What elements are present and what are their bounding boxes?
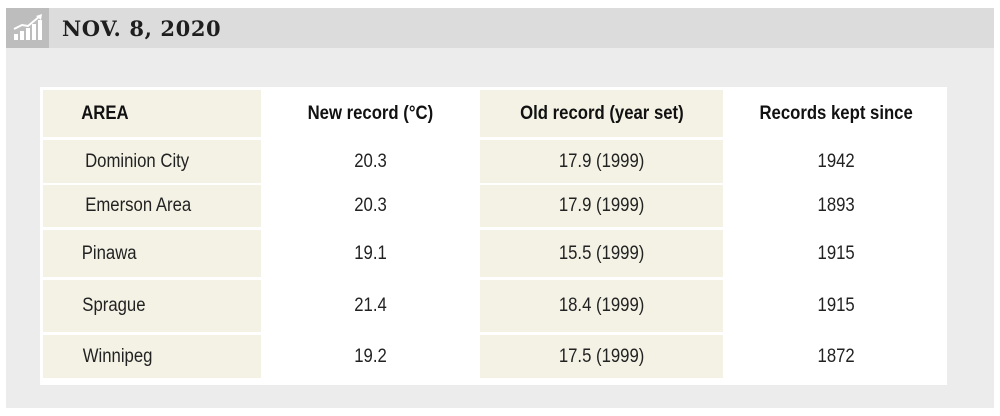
table-cell: 20.3 <box>264 185 477 227</box>
bar-chart-icon <box>13 14 42 40</box>
records-table: AREA New record (°C) Old record (year set)… <box>40 87 947 385</box>
table-cell: 19.1 <box>264 230 477 277</box>
table-cell: 21.4 <box>264 280 477 332</box>
table-cell: 20.3 <box>264 140 477 183</box>
cell-value: Pinawa <box>81 242 137 264</box>
table-header-row: AREA New record (°C) Old record (year set)… <box>40 90 947 137</box>
cell-value: 1915 <box>817 242 856 264</box>
cell-value: Winnipeg <box>82 345 153 367</box>
column-header: Old record (year set) <box>480 90 723 137</box>
table-cell: 18.4 (1999) <box>480 280 723 332</box>
cell-value: 21.4 <box>354 295 387 316</box>
page-title: NOV. 8, 2020 <box>62 16 222 41</box>
cell-value: 17.9 (1999) <box>558 150 645 172</box>
cell-value: 1872 <box>817 345 856 367</box>
graphic-frame: NOV. 8, 2020 AREA New record (°C) Old reco… <box>6 8 994 408</box>
cell-value: 1942 <box>817 150 856 172</box>
cell-value: Emerson Area <box>85 195 192 216</box>
column-header-label: AREA <box>81 102 129 124</box>
table-cell: 17.9 (1999) <box>480 185 723 227</box>
table-row: Dominion City 20.3 17.9 (1999) 1942 <box>40 140 947 183</box>
column-header-label: New record (°C) <box>307 102 434 124</box>
table-cell: Pinawa <box>43 230 261 277</box>
table-cell: 1893 <box>726 185 947 227</box>
cell-value: 17.5 (1999) <box>558 345 645 367</box>
column-header: AREA <box>43 90 261 137</box>
column-header-label: Records kept since <box>759 102 914 124</box>
table-row: Pinawa 19.1 15.5 (1999) 1915 <box>40 230 947 277</box>
icon-box <box>6 8 49 48</box>
cell-value: 19.1 <box>354 242 387 264</box>
table-cell: 19.2 <box>264 335 477 378</box>
header-bar: NOV. 8, 2020 <box>6 8 994 48</box>
column-header-label: Old record (year set) <box>519 102 684 124</box>
cell-value: 15.5 (1999) <box>558 242 645 264</box>
table-cell: Winnipeg <box>43 335 261 378</box>
cell-value: 18.4 (1999) <box>558 295 645 316</box>
cell-value: 1915 <box>817 295 856 316</box>
table-row: Winnipeg 19.2 17.5 (1999) 1872 <box>40 335 947 378</box>
table-row: Emerson Area 20.3 17.9 (1999) 1893 <box>40 185 947 227</box>
table-cell: 1915 <box>726 230 947 277</box>
table-cell: 1872 <box>726 335 947 378</box>
table-cell: Dominion City <box>43 140 261 183</box>
cell-value: 17.9 (1999) <box>558 195 645 216</box>
table-cell: Emerson Area <box>43 185 261 227</box>
table-cell: Sprague <box>43 280 261 332</box>
cell-value: 1893 <box>817 195 856 216</box>
cell-value: Sprague <box>82 295 146 316</box>
column-header: Records kept since <box>726 90 947 137</box>
cell-value: 20.3 <box>354 150 387 172</box>
cell-value: 19.2 <box>354 345 387 367</box>
table-cell: 1915 <box>726 280 947 332</box>
table-cell: 17.9 (1999) <box>480 140 723 183</box>
cell-value: Dominion City <box>85 150 190 172</box>
cell-value: 20.3 <box>354 195 387 216</box>
table-cell: 15.5 (1999) <box>480 230 723 277</box>
table-row: Sprague 21.4 18.4 (1999) 1915 <box>40 280 947 332</box>
table-cell: 1942 <box>726 140 947 183</box>
column-header: New record (°C) <box>264 90 477 137</box>
table-cell: 17.5 (1999) <box>480 335 723 378</box>
